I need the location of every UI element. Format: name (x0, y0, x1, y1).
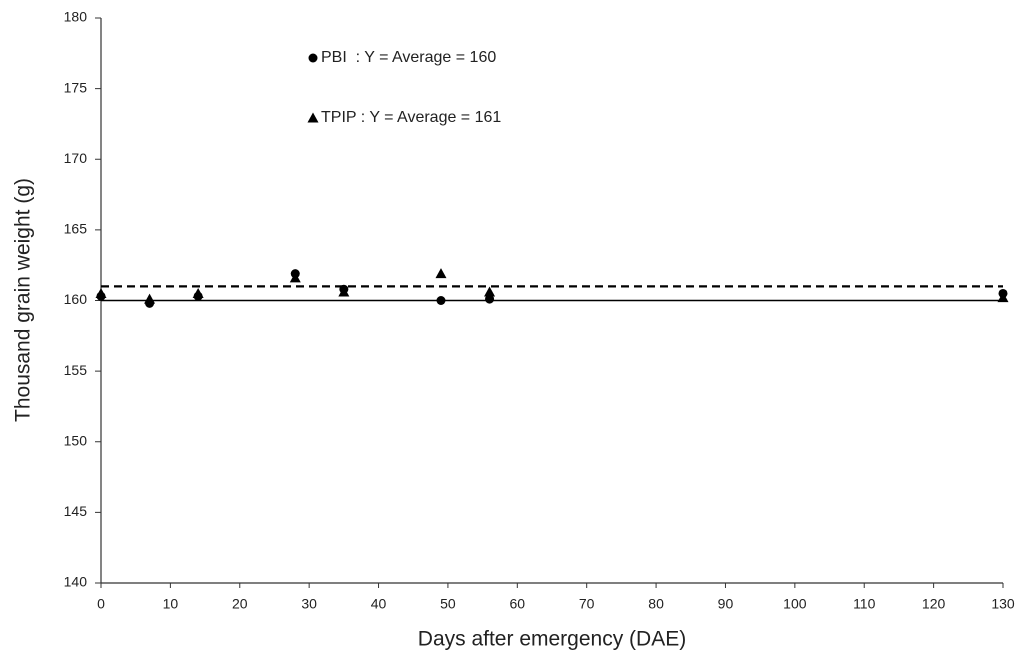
y-tick-label: 145 (64, 503, 88, 519)
y-tick-label: 150 (64, 432, 88, 448)
x-axis-title: Days after emergency (DAE) (418, 628, 686, 651)
triangle-marker (484, 286, 496, 297)
x-tick-label: 110 (853, 596, 876, 612)
x-tick-label: 40 (371, 596, 387, 612)
circle-marker (436, 296, 446, 305)
y-tick-label: 180 (64, 9, 88, 25)
y-tick-label: 140 (64, 574, 88, 590)
triangle-marker (997, 292, 1009, 303)
triangle-marker (95, 287, 107, 298)
x-tick-label: 0 (97, 596, 105, 612)
triangle-marker (338, 286, 350, 297)
triangle-marker (144, 293, 156, 304)
y-tick-label: 155 (64, 362, 88, 378)
x-tick-label: 10 (163, 596, 179, 612)
x-tick-label: 70 (579, 596, 595, 612)
legend-label: PBI : Y = Average = 160 (321, 49, 496, 66)
x-tick-label: 100 (783, 596, 807, 612)
y-tick-label: 160 (64, 291, 88, 307)
y-tick-label: 165 (64, 221, 88, 237)
legend-marker (307, 112, 319, 123)
y-tick-label: 175 (64, 79, 88, 95)
x-tick-label: 120 (922, 596, 946, 612)
legend-marker (308, 53, 318, 63)
legend-label: TPIP : Y = Average = 161 (321, 109, 501, 126)
x-tick-label: 80 (648, 596, 664, 612)
triangle-marker (192, 287, 204, 298)
triangle-marker (289, 272, 301, 283)
y-axis-title: Thousand grain weight (g) (12, 178, 35, 422)
x-tick-label: 60 (510, 596, 526, 612)
x-tick-label: 130 (991, 596, 1015, 612)
x-tick-label: 50 (440, 596, 456, 612)
x-tick-label: 30 (301, 596, 317, 612)
x-tick-label: 20 (232, 596, 248, 612)
y-tick-label: 170 (64, 150, 88, 166)
circle-marker (485, 294, 495, 304)
triangle-marker (435, 268, 447, 279)
x-tick-label: 90 (718, 596, 734, 612)
